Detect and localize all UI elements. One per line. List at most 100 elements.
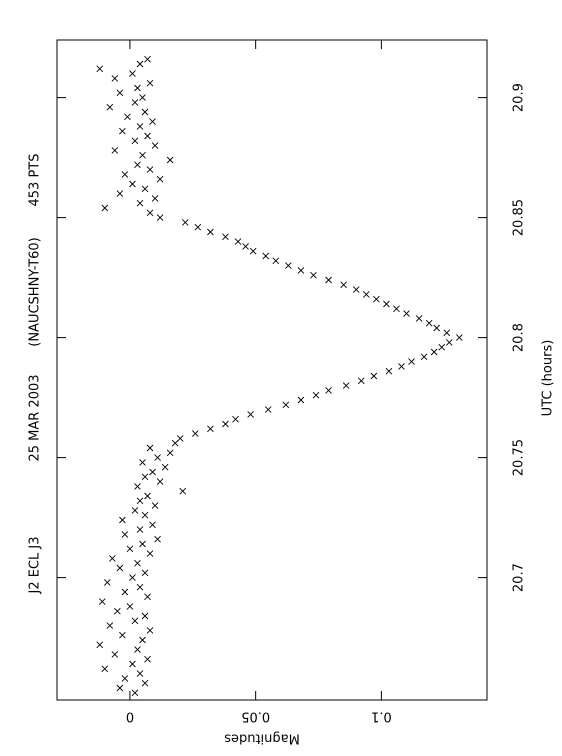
point bbox=[134, 483, 141, 490]
point bbox=[146, 444, 154, 452]
plot-box bbox=[56, 39, 488, 701]
point bbox=[134, 161, 141, 169]
y-tick-label: 0.1 bbox=[371, 709, 392, 724]
point bbox=[141, 569, 149, 577]
point bbox=[129, 574, 136, 581]
annotation: (NAUCSHNY-T60) bbox=[28, 237, 43, 346]
point bbox=[131, 99, 139, 106]
point bbox=[272, 257, 280, 265]
point bbox=[139, 151, 146, 159]
point bbox=[242, 243, 249, 250]
point bbox=[96, 65, 104, 73]
point bbox=[352, 286, 360, 293]
point bbox=[247, 411, 254, 418]
point bbox=[154, 535, 161, 543]
point bbox=[119, 127, 126, 135]
point bbox=[325, 276, 332, 284]
point bbox=[222, 420, 229, 428]
point bbox=[373, 295, 380, 303]
point bbox=[136, 583, 144, 591]
point bbox=[425, 319, 433, 327]
point bbox=[194, 223, 202, 231]
y-axis-label: Magnitudes bbox=[224, 731, 300, 746]
point bbox=[136, 60, 144, 68]
point bbox=[131, 617, 139, 625]
x-axis-label: UTC (hours) bbox=[541, 340, 556, 417]
point bbox=[191, 430, 199, 437]
point bbox=[234, 238, 242, 245]
point bbox=[131, 507, 139, 514]
point bbox=[357, 377, 365, 385]
point bbox=[144, 492, 151, 500]
x-tick-label: 20.8 bbox=[512, 323, 527, 352]
point bbox=[103, 579, 111, 586]
point bbox=[139, 540, 146, 548]
point bbox=[156, 175, 164, 183]
point bbox=[111, 75, 119, 82]
point bbox=[116, 564, 124, 572]
point bbox=[383, 300, 390, 308]
point bbox=[136, 497, 144, 505]
point bbox=[141, 511, 149, 519]
point bbox=[136, 123, 144, 130]
point bbox=[126, 545, 134, 553]
point bbox=[96, 641, 104, 649]
point bbox=[144, 655, 151, 663]
point bbox=[342, 382, 350, 389]
point bbox=[129, 70, 136, 77]
point bbox=[362, 291, 370, 298]
point bbox=[443, 329, 451, 337]
annotation: 453 PTS bbox=[28, 154, 43, 207]
point bbox=[134, 646, 141, 653]
point bbox=[119, 516, 126, 524]
point bbox=[285, 262, 292, 269]
point bbox=[151, 502, 159, 509]
point bbox=[141, 185, 149, 193]
point bbox=[101, 204, 109, 212]
point bbox=[166, 449, 174, 457]
point bbox=[141, 612, 149, 620]
annotation: J2 ECL J3 bbox=[28, 536, 43, 594]
point bbox=[433, 324, 441, 332]
point bbox=[129, 180, 136, 188]
point bbox=[134, 559, 141, 567]
point bbox=[456, 334, 463, 341]
point bbox=[151, 195, 159, 202]
point bbox=[116, 190, 124, 197]
point bbox=[151, 142, 159, 149]
point bbox=[121, 588, 129, 596]
point bbox=[232, 415, 239, 423]
point bbox=[207, 425, 214, 433]
point bbox=[149, 521, 156, 529]
point bbox=[114, 607, 121, 615]
point bbox=[124, 113, 131, 121]
point bbox=[136, 670, 144, 677]
point bbox=[98, 598, 106, 605]
point bbox=[121, 675, 129, 682]
point bbox=[408, 358, 415, 365]
point bbox=[136, 199, 144, 207]
point bbox=[139, 94, 146, 101]
point bbox=[445, 339, 453, 346]
point bbox=[430, 348, 438, 356]
point bbox=[154, 454, 161, 461]
point bbox=[420, 353, 428, 361]
point bbox=[111, 651, 119, 658]
point bbox=[141, 679, 149, 687]
point bbox=[146, 166, 154, 173]
point bbox=[149, 118, 156, 125]
point bbox=[131, 137, 139, 145]
point bbox=[109, 555, 116, 562]
point bbox=[176, 435, 184, 442]
point bbox=[146, 79, 154, 87]
point bbox=[106, 103, 114, 111]
point bbox=[116, 89, 124, 97]
point bbox=[415, 315, 423, 322]
point bbox=[156, 214, 164, 221]
point bbox=[181, 219, 189, 226]
point bbox=[403, 310, 410, 317]
point bbox=[166, 156, 174, 164]
x-tick-label: 20.7 bbox=[512, 563, 527, 592]
y-tick-label: 0 bbox=[126, 709, 134, 724]
